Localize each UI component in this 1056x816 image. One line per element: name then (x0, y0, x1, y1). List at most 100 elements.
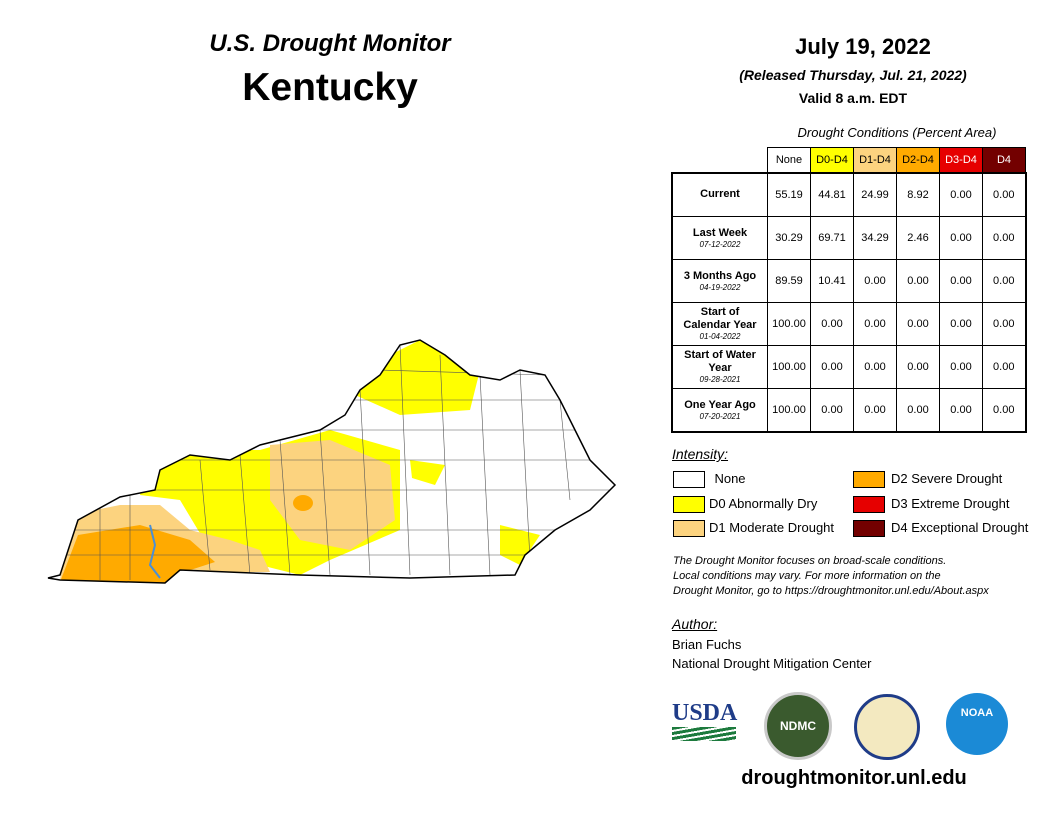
cell-value: 0.00 (853, 301, 897, 346)
row-label: One Year Ago (684, 398, 756, 411)
row-label-cell: Last Week 07-12-2022 (671, 215, 768, 260)
cell-value: 0.00 (939, 301, 983, 346)
site-url[interactable]: droughtmonitor.unl.edu (741, 767, 967, 789)
column-header: D3-D4 (939, 147, 983, 173)
row-date: 09-28-2021 (699, 375, 741, 384)
header-row: None D0-D4 D1-D4 D2-D4 D3-D4 D4 (672, 147, 1026, 173)
data-row: Current 55.19 44.81 24.99 8.92 0.00 0.00 (671, 171, 1027, 217)
cell-value: 0.00 (982, 215, 1027, 260)
note-line: Drought Monitor, go to https://droughtmo… (673, 585, 989, 597)
author-org: National Drought Mitigation Center (672, 656, 872, 671)
legend-swatch (853, 495, 885, 513)
row-label: Current (700, 188, 740, 200)
row-date: 01-04-2022 (699, 332, 741, 341)
row-label: Start of Water Year (684, 349, 756, 374)
title: U.S. Drought Monitor (209, 30, 451, 57)
legend-title: Intensity: (672, 446, 729, 462)
legend-label: D4 Exceptional Drought (891, 520, 1029, 535)
released: (Released Thursday, Jul. 21, 2022) (739, 67, 967, 83)
data-row: 3 Months Ago 04-19-2022 89.59 10.41 0.00 0.00… (671, 258, 1027, 303)
usda-logo: USDA (672, 700, 738, 748)
cell-value: 0.00 (853, 387, 897, 433)
cell-value: 100.00 (767, 344, 811, 389)
author-name: Brian Fuchs (672, 637, 742, 652)
cell-value: 89.59 (767, 258, 811, 303)
column-header: D0-D4 (810, 147, 854, 173)
cell-value: 0.00 (853, 344, 897, 389)
logo-text: USDA (672, 700, 738, 726)
legend-swatch (673, 495, 705, 513)
data-row: One Year Ago 07-20-2021 100.00 0.00 0.00 0.00… (671, 387, 1027, 433)
cell-value: 0.00 (982, 171, 1027, 217)
map (47, 339, 617, 584)
cell-value: 100.00 (767, 387, 811, 433)
row-label: 3 Months Ago (683, 269, 757, 282)
cell-value: 0.00 (896, 387, 940, 433)
legend-label: None (714, 471, 746, 486)
legend-swatch (673, 471, 705, 488)
cell-value: 0.00 (810, 344, 854, 389)
cell-value: 0.00 (810, 387, 854, 433)
legend-swatch (853, 520, 885, 537)
corner (672, 147, 768, 173)
row-label-cell: 3 Months Ago 04-19-2022 (671, 258, 768, 303)
note-line: Local conditions may vary. For more info… (673, 570, 941, 582)
note: The Drought Monitor focuses on broad-sca… (673, 554, 989, 599)
cell-value: 0.00 (982, 387, 1027, 433)
logo-stripes (672, 727, 736, 741)
row-label-cell: Current (671, 171, 768, 217)
commerce-seal (854, 694, 920, 760)
cell-value: 0.00 (939, 171, 983, 217)
row-label: Start of Calendar Year (683, 306, 757, 331)
drought-areas (48, 340, 615, 583)
legend-label: D2 Severe Drought (891, 471, 1003, 486)
cell-value: 24.99 (853, 171, 897, 217)
ndmc-logo: NDMC (764, 692, 832, 760)
map-date: July 19, 2022 (795, 34, 931, 59)
cell-value: 8.92 (896, 171, 940, 217)
cell-value: 2.46 (896, 215, 940, 260)
data-row: Last Week 07-12-2022 30.29 69.71 34.29 2.46 0.… (671, 215, 1027, 260)
cell-value: 0.00 (939, 258, 983, 303)
row-date: 07-20-2021 (699, 411, 741, 421)
cell-value: 100.00 (767, 301, 811, 346)
row-date: 04-19-2022 (699, 282, 741, 292)
legend-swatch (853, 471, 885, 488)
row-label: Last Week (692, 226, 748, 239)
column-header: D2-D4 (896, 147, 940, 173)
column-header: None (767, 147, 811, 173)
row-label-cell: Start of Calendar Year 01-04-2022 (671, 301, 768, 346)
cell-value: 0.00 (939, 215, 983, 260)
cell-value: 10.41 (810, 258, 854, 303)
note-line: The Drought Monitor focuses on broad-sca… (673, 555, 947, 567)
cell-value: 0.00 (982, 258, 1027, 303)
data-row: Start of Calendar Year 01-04-2022 100.00 0.… (671, 301, 1027, 346)
cell-value: 0.00 (939, 387, 983, 433)
cell-value: 0.00 (810, 301, 854, 346)
valid-time: Valid 8 a.m. EDT (798, 90, 908, 106)
cell-value: 0.00 (853, 258, 897, 303)
author-heading: Author: (672, 616, 718, 632)
cell-value: 55.19 (767, 171, 811, 217)
cell-value: 0.00 (896, 301, 940, 346)
cell-value: 0.00 (939, 344, 983, 389)
cell-value: 0.00 (896, 258, 940, 303)
legend-label: D1 Moderate Drought (709, 520, 835, 535)
column-header: D1-D4 (853, 147, 897, 173)
cell-value: 0.00 (896, 344, 940, 389)
cell-value: 0.00 (982, 344, 1027, 389)
state-name: Kentucky (242, 66, 418, 109)
row-date: 07-12-2022 (699, 239, 741, 249)
column-header: D4 (982, 147, 1026, 173)
legend-label: D3 Extreme Drought (891, 495, 1010, 511)
state-outline (47, 339, 617, 584)
legend-swatch (673, 520, 705, 537)
noaa-logo: NOAA (946, 693, 1008, 755)
data-row: Start of Water Year 09-28-2021 100.00 0.00 0… (671, 344, 1027, 389)
legend-label: D0 Abnormally Dry (709, 495, 818, 511)
row-label-cell: Start of Water Year 09-28-2021 (671, 344, 768, 389)
row-label-cell: One Year Ago 07-20-2021 (671, 387, 768, 433)
stats-table: None D0-D4 D1-D4 D2-D4 D3-D4 D4 Current 55.19 44… (671, 147, 1027, 433)
cell-value: 30.29 (767, 215, 811, 260)
